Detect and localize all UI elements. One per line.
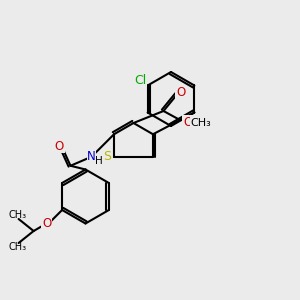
Text: N: N — [87, 150, 96, 163]
Text: O: O — [42, 217, 51, 230]
Text: O: O — [55, 140, 64, 153]
Text: O: O — [176, 85, 185, 99]
Text: O: O — [183, 116, 192, 129]
Text: Cl: Cl — [134, 74, 146, 87]
Text: S: S — [103, 150, 111, 163]
Text: CH₃: CH₃ — [8, 242, 26, 253]
Text: CH₃: CH₃ — [190, 118, 212, 128]
Text: H: H — [94, 156, 102, 166]
Text: CH₃: CH₃ — [8, 209, 26, 220]
